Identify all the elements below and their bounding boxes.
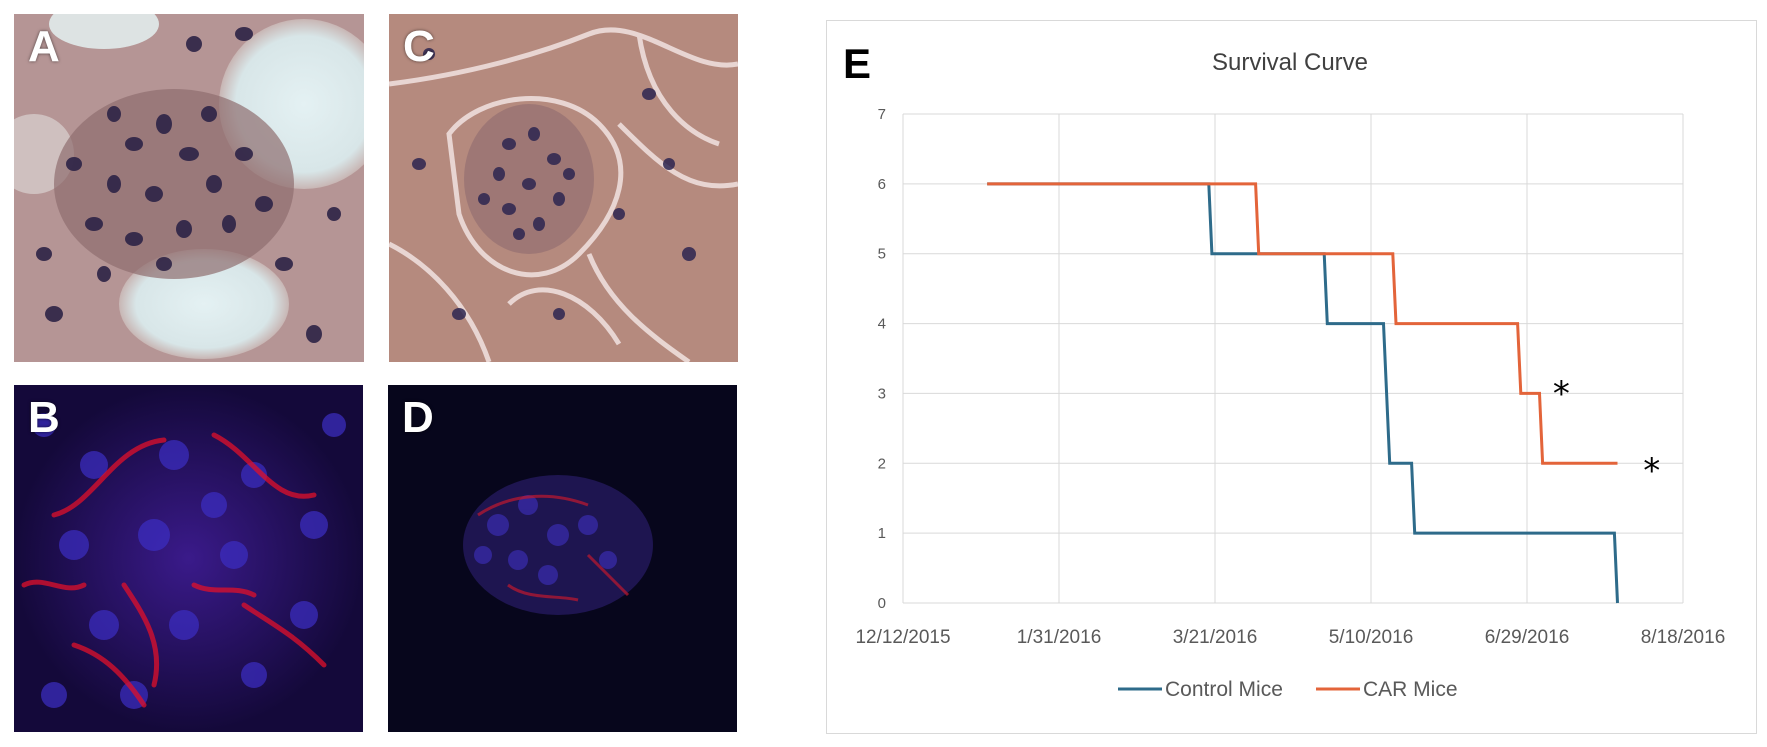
- series-lines: [987, 182, 1619, 604]
- fluorescence-image-b: [14, 385, 363, 732]
- panel-letter-e: E: [843, 40, 872, 87]
- micrograph-panel-b: B: [14, 385, 363, 732]
- y-tick-label: 3: [878, 385, 886, 402]
- he-stain-image-a: [14, 14, 364, 362]
- micrograph-panel-d: D: [388, 385, 737, 732]
- y-tick-label: 1: [878, 525, 886, 542]
- axis-labels: 0 1 2 3 4 5 6 7 12/12/2015 1/31/2016 3/21/2016 5/10…: [855, 106, 1725, 648]
- survival-chart-frame: [826, 20, 1757, 734]
- y-tick-label: 2: [878, 455, 886, 472]
- panel-letter-c: C: [403, 22, 435, 71]
- legend: Control Mice CAR Mice: [1118, 678, 1458, 701]
- fluorescence-image-d: [388, 385, 737, 732]
- y-tick-label: 7: [878, 106, 886, 123]
- y-tick-label: 0: [878, 595, 886, 612]
- y-tick-label: 4: [878, 316, 886, 333]
- series-line-car-mice: [987, 182, 1618, 465]
- asterisk-annotation: *: [1643, 451, 1660, 491]
- panel-letter-d: D: [402, 393, 434, 442]
- legend-label: CAR Mice: [1363, 678, 1458, 701]
- he-stain-image-c: [389, 14, 738, 362]
- x-tick-label: 1/31/2016: [1017, 627, 1102, 648]
- x-tick-label: 8/18/2016: [1641, 627, 1726, 648]
- micrograph-panel-a: A: [14, 14, 364, 362]
- annotations: **: [1553, 374, 1660, 491]
- x-tick-label: 3/21/2016: [1173, 627, 1258, 648]
- x-tick-label: 12/12/2015: [855, 627, 950, 648]
- asterisk-annotation: *: [1553, 374, 1570, 414]
- series-line-control-mice: [987, 182, 1619, 604]
- micrograph-panel-c: C: [389, 14, 738, 362]
- chart-title: Survival Curve: [1212, 49, 1368, 76]
- y-tick-label: 5: [878, 246, 886, 263]
- gridlines: [902, 113, 1684, 604]
- x-tick-label: 6/29/2016: [1485, 627, 1570, 648]
- panel-letter-b: B: [28, 393, 60, 442]
- x-tick-label: 5/10/2016: [1329, 627, 1414, 648]
- y-tick-label: 6: [878, 176, 886, 193]
- legend-label: Control Mice: [1165, 678, 1283, 701]
- panel-letter-a: A: [28, 22, 60, 71]
